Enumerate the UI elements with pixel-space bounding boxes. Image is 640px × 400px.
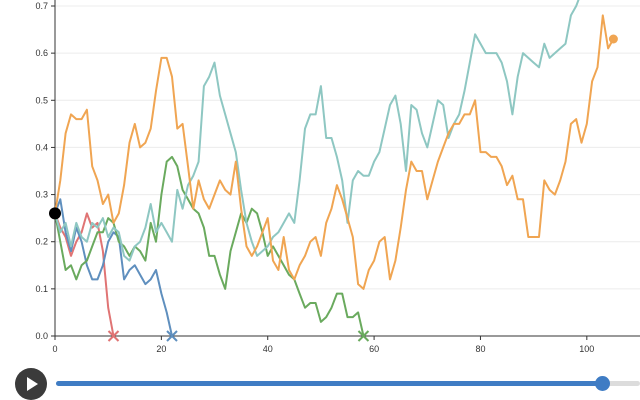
x-tick-label: 20 (156, 344, 166, 354)
line-chart: 0.0 0.1 0.2 0.3 0.4 0.5 0.6 0.7 0 20 40 60 80 100 (35, 0, 640, 354)
y-tick-label: 0.6 (35, 48, 48, 58)
y-tick-label: 0.2 (35, 237, 48, 247)
series-line-1 (54, 198, 173, 337)
end-cross-marker (166, 330, 178, 342)
end-cross-marker (107, 330, 120, 342)
start-marker (49, 207, 61, 220)
series-line-2 (54, 155, 365, 337)
grid-lines (55, 5, 640, 337)
markers (49, 34, 618, 342)
cross-stroke (357, 330, 370, 342)
series-line-3 (54, 0, 580, 262)
x-tick-label: 80 (475, 344, 485, 354)
timeline-handle[interactable] (595, 376, 611, 391)
y-tick-label: 0.7 (35, 1, 48, 11)
play-button[interactable] (15, 368, 47, 400)
cross-stroke (166, 330, 178, 342)
timeline-slider[interactable] (56, 376, 640, 391)
x-tick-label: 100 (579, 344, 594, 354)
y-tick-label: 0.5 (35, 95, 48, 105)
series-line-4 (54, 14, 615, 290)
playback-controls (0, 366, 640, 400)
end-cross-marker (357, 330, 370, 342)
cross-stroke (107, 330, 120, 342)
play-icon (27, 377, 38, 391)
x-tick-label: 60 (369, 344, 379, 354)
axes: 0.0 0.1 0.2 0.3 0.4 0.5 0.6 0.7 0 20 40 60 80 100 (35, 0, 640, 354)
x-tick-label: 0 (52, 344, 57, 354)
end-dot-marker (608, 34, 618, 44)
y-tick-label: 0.0 (35, 331, 48, 341)
series-line-0 (54, 212, 115, 337)
y-tick-label: 0.3 (35, 190, 48, 200)
y-tick-label: 0.1 (35, 284, 48, 294)
x-tick-label: 40 (263, 344, 273, 354)
series-lines (54, 0, 615, 337)
timeline-progress (56, 381, 603, 386)
y-tick-label: 0.4 (35, 142, 48, 152)
